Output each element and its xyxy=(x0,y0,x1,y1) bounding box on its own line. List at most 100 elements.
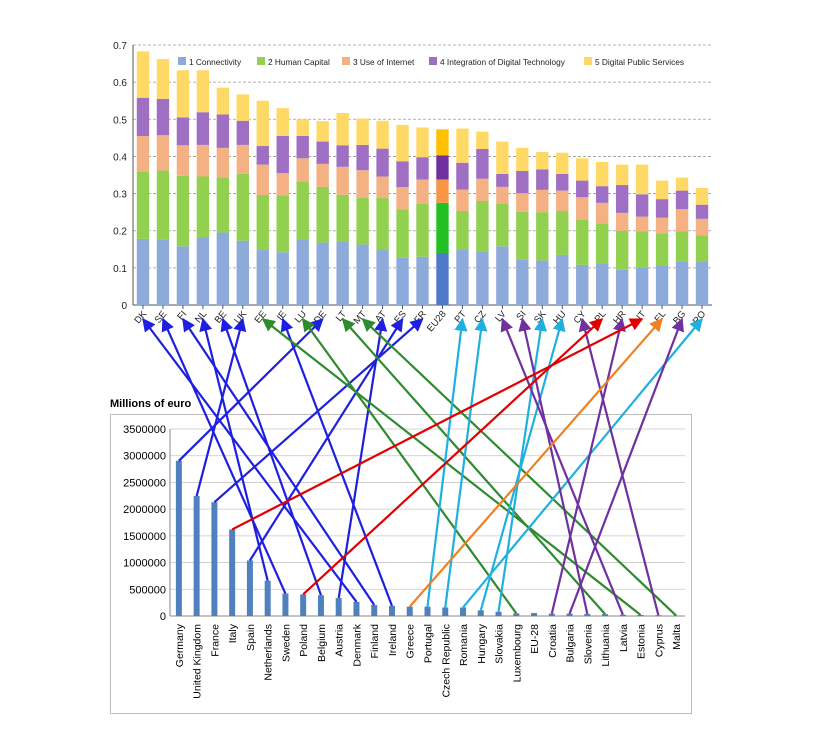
top-bar-segment xyxy=(276,108,289,136)
bottom-x-tick-label: Latvia xyxy=(618,624,630,652)
bottom-x-tick-label: Sweden xyxy=(280,624,292,662)
top-bar-segment xyxy=(536,151,549,170)
bottom-x-tick-label: EU-28 xyxy=(529,624,541,654)
bottom-x-tick-label: Slovenia xyxy=(582,624,594,664)
top-bar-segment xyxy=(316,163,329,187)
bottom-bar xyxy=(460,607,467,616)
top-bar-segment xyxy=(176,246,190,305)
top-bar-segment xyxy=(615,212,629,231)
top-bar-segment xyxy=(615,164,629,186)
top-bar-segment xyxy=(176,117,190,146)
connection-arrow xyxy=(444,317,488,608)
bottom-x-tick-label: Poland xyxy=(298,624,310,657)
top-x-tick-label: FR xyxy=(412,309,429,326)
top-bar-segment xyxy=(336,241,349,305)
top-bar-segment xyxy=(556,152,569,174)
top-x-tick-label: RO xyxy=(691,309,709,327)
top-bar-segment xyxy=(416,203,429,257)
connection-arrow xyxy=(178,318,324,462)
top-bar-segment xyxy=(416,256,429,305)
top-bar-segment xyxy=(136,51,150,98)
top-bar-segment xyxy=(356,170,369,199)
top-bar-segment xyxy=(156,239,170,305)
top-bar-segment xyxy=(476,131,489,149)
bottom-bar xyxy=(371,605,378,616)
bottom-bar xyxy=(495,611,502,616)
top-bar-segment xyxy=(276,195,289,253)
connection-arrow xyxy=(462,317,703,609)
top-x-tick-label: SI xyxy=(514,309,528,323)
bottom-x-tick-label: Italy xyxy=(227,623,239,643)
top-bar-segment xyxy=(216,114,230,148)
top-bar-segment xyxy=(695,204,709,219)
bottom-x-tick-label: Cyprus xyxy=(653,624,665,657)
bottom-chart-frame xyxy=(110,414,692,714)
top-bar-segment xyxy=(276,136,289,174)
top-bar-segment xyxy=(276,173,289,196)
top-bar-segment xyxy=(256,146,269,165)
top-bar-segment xyxy=(196,144,210,177)
top-bar-segment xyxy=(516,147,529,171)
top-x-tick-label: LT xyxy=(334,309,349,324)
bottom-x-tick-label: Finland xyxy=(369,624,381,659)
top-y-tick-label: 0.6 xyxy=(113,78,127,89)
top-bar-segment xyxy=(176,175,190,247)
bottom-bar xyxy=(584,613,591,616)
top-bar-segment xyxy=(476,178,489,201)
top-bar-segment xyxy=(635,164,649,195)
top-bar-segment xyxy=(416,127,429,158)
top-bar-segment xyxy=(176,145,190,176)
top-bar-segment xyxy=(416,179,429,204)
bottom-bar xyxy=(602,614,609,616)
top-bar-segment xyxy=(556,190,569,212)
bottom-x-tick-label: Croatia xyxy=(547,624,559,658)
bottom-bar xyxy=(513,613,520,616)
bottom-bar xyxy=(300,594,307,616)
top-x-tick-label: SK xyxy=(532,308,549,325)
bottom-bar xyxy=(317,595,324,616)
top-bar-segment xyxy=(236,94,249,121)
top-bar-segment xyxy=(336,145,349,167)
top-bar-segment xyxy=(675,231,689,262)
bottom-x-tick-label: Bulgaria xyxy=(565,624,577,663)
top-bar-segment xyxy=(216,147,230,178)
top-bar-segment xyxy=(615,269,629,305)
top-bar-segment xyxy=(396,124,409,162)
bottom-y-tick-label: 3000000 xyxy=(123,451,166,463)
top-y-tick-label: 0.4 xyxy=(113,152,127,163)
connection-arrow xyxy=(195,317,247,497)
top-bar-segment xyxy=(296,158,309,182)
top-bar-segment xyxy=(536,260,549,305)
top-bar-segment xyxy=(635,231,649,268)
top-bar-segment xyxy=(136,238,150,305)
legend-swatch xyxy=(342,57,350,65)
connection-arrow xyxy=(408,318,663,608)
top-bar-segment xyxy=(316,141,329,164)
top-bar-segment xyxy=(675,261,689,305)
top-bar-segment xyxy=(615,185,629,213)
bottom-y-tick-label: 1000000 xyxy=(123,558,166,570)
top-bar-segment xyxy=(695,188,709,205)
connection-arrow xyxy=(568,317,684,614)
top-bar-segment xyxy=(655,199,669,218)
top-bar-segment xyxy=(516,193,529,212)
bottom-x-tick-label: Czech Republic xyxy=(440,624,452,698)
top-bar-segment xyxy=(556,254,569,305)
top-bar-segment xyxy=(675,177,689,191)
top-bar-segment xyxy=(416,157,429,180)
bottom-bar xyxy=(175,460,182,616)
top-bar-segment xyxy=(476,251,489,305)
top-bar-segment xyxy=(256,195,269,251)
legend-label: 2 Human Capital xyxy=(268,57,330,67)
bottom-bar xyxy=(353,601,360,616)
top-bar-segment xyxy=(436,155,449,180)
bottom-bar xyxy=(619,614,626,616)
legend-label: 1 Connectivity xyxy=(189,57,242,67)
top-chart-desi: 00.10.20.30.40.50.60.7DK SE FI NL BE UK EE IE LU… xyxy=(113,41,712,334)
connection-arrow xyxy=(213,318,424,504)
legend-swatch xyxy=(429,57,437,65)
bottom-bar xyxy=(637,614,644,616)
top-bar-segment xyxy=(496,141,509,174)
top-bar-segment xyxy=(216,177,230,233)
bottom-x-tick-label: Spain xyxy=(245,624,257,651)
